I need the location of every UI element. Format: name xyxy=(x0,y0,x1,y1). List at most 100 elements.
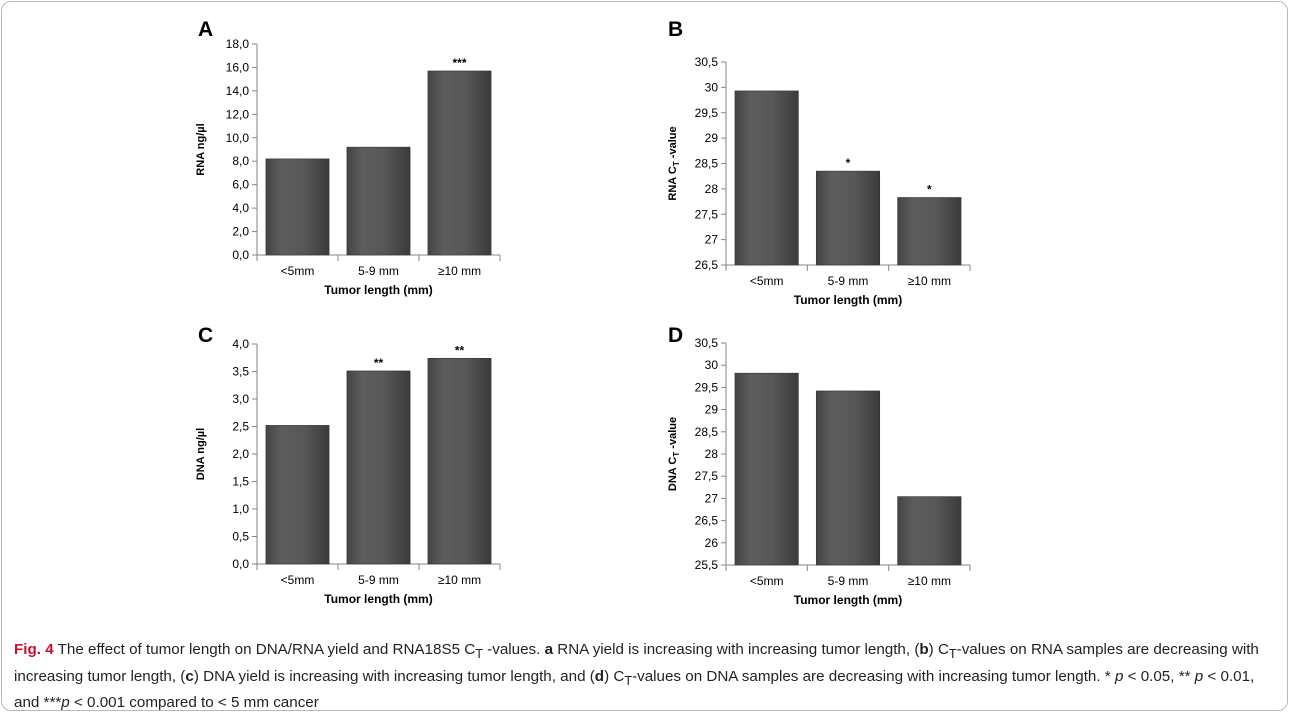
bar-a-2 xyxy=(346,146,411,256)
caption-panel-ref: a xyxy=(544,641,554,658)
y-axis-title-a: RNA ng/µl xyxy=(195,123,207,175)
y-tick-label-a: 2,0 xyxy=(232,225,249,239)
caption-p-symbol: p xyxy=(1194,667,1204,685)
bar-c-2 xyxy=(346,370,411,565)
bar-b-2 xyxy=(815,170,881,266)
significance-label-b: * xyxy=(927,183,932,197)
y-tick-label-a: 4,0 xyxy=(232,201,249,215)
bar-a-3 xyxy=(427,70,492,256)
caption-text: < 0.05, ** xyxy=(1123,667,1195,685)
y-tick-label-b: 30,5 xyxy=(695,55,719,69)
y-tick-label-c: 1,5 xyxy=(232,475,249,489)
y-tick-label-a: 6,0 xyxy=(232,178,249,192)
significance-label-b: * xyxy=(846,156,851,170)
x-category-label-d: 5-9 mm xyxy=(828,574,869,588)
caption-text: RNA yield is increasing with increasing … xyxy=(553,641,920,658)
x-category-label-a: <5mm xyxy=(281,264,315,278)
bar-c-1 xyxy=(265,425,330,565)
y-tick-label-a: 8,0 xyxy=(232,154,249,168)
x-category-label-b: <5mm xyxy=(750,274,784,288)
x-category-label-a: 5-9 mm xyxy=(358,264,399,278)
y-tick-label-b: 29 xyxy=(705,131,719,145)
y-tick-label-d: 27,5 xyxy=(695,469,719,483)
y-tick-label-d: 28 xyxy=(705,447,719,461)
caption-fig-label: Fig. 4 xyxy=(14,641,54,658)
x-category-label-c: <5mm xyxy=(281,573,315,587)
caption-text: The effect of tumor length on DNA/RNA yi… xyxy=(53,641,476,658)
y-tick-label-b: 28 xyxy=(705,182,719,196)
y-tick-label-b: 27,5 xyxy=(695,207,719,221)
y-tick-label-b: 27 xyxy=(705,233,719,247)
caption-panel-ref: d xyxy=(594,667,605,685)
y-tick-label-d: 29,5 xyxy=(695,380,719,394)
figure-caption: Fig. 4 The effect of tumor length on DNA… xyxy=(14,639,1276,715)
y-tick-label-b: 26,5 xyxy=(695,258,719,272)
caption-subscript: T xyxy=(624,673,633,688)
bar-c-3 xyxy=(427,357,492,565)
caption-text: -values. xyxy=(482,641,545,658)
y-tick-label-c: 0,5 xyxy=(232,530,249,544)
y-tick-label-c: 4,0 xyxy=(232,337,249,351)
y-tick-label-d: 28,5 xyxy=(695,425,719,439)
caption-text: < 0.001 compared to < 5 mm cancer xyxy=(69,694,319,712)
caption-subscript: T xyxy=(475,647,483,662)
y-tick-label-c: 0,0 xyxy=(232,557,249,571)
y-tick-label-b: 30 xyxy=(705,80,719,94)
caption-subscript: T xyxy=(948,647,957,662)
bar-d-2 xyxy=(815,390,881,566)
panel-label-b: B xyxy=(668,18,684,41)
x-category-label-b: ≥10 mm xyxy=(908,274,951,288)
x-category-label-c: 5-9 mm xyxy=(358,573,399,587)
bar-b-1 xyxy=(734,90,799,266)
y-tick-label-a: 10,0 xyxy=(226,131,250,145)
x-category-label-d: <5mm xyxy=(750,574,784,588)
x-axis-title-c: Tumor length (mm) xyxy=(324,592,432,606)
bar-a-1 xyxy=(265,158,330,256)
y-tick-label-d: 26,5 xyxy=(695,514,719,528)
caption-p-symbol: p xyxy=(61,694,70,712)
y-tick-label-c: 2,5 xyxy=(232,420,249,434)
y-tick-label-b: 28,5 xyxy=(695,157,719,171)
y-tick-label-a: 12,0 xyxy=(226,107,250,121)
x-category-label-c: ≥10 mm xyxy=(438,573,481,587)
y-tick-label-c: 3,5 xyxy=(232,365,249,379)
caption-p-symbol: p xyxy=(1114,667,1124,685)
y-tick-label-d: 27 xyxy=(705,491,719,505)
y-tick-label-a: 18,0 xyxy=(226,37,250,51)
significance-label-a: *** xyxy=(452,56,466,70)
panel-label-d: D xyxy=(668,324,684,347)
y-tick-label-d: 30 xyxy=(705,358,719,372)
y-tick-label-b: 29,5 xyxy=(695,106,719,120)
caption-text: -values on RNA samples are decreasing wi… xyxy=(14,641,1259,685)
y-tick-label-a: 14,0 xyxy=(226,84,250,98)
bar-charts: 0,0 2,0 4,0 6,0 8,0 10,0 12,0 14,0 16,0 18,0 <5mm 5… xyxy=(195,37,971,607)
x-category-label-d: ≥10 mm xyxy=(908,574,951,588)
caption-text: ) C xyxy=(604,667,625,685)
y-axis-title-d: DNA CT -value xyxy=(667,417,681,491)
y-axis-title-b: RNA CT -value xyxy=(667,126,681,200)
panel-label-a: A xyxy=(198,18,214,41)
y-tick-label-c: 1,0 xyxy=(232,502,249,516)
y-tick-label-a: 0,0 xyxy=(232,248,249,262)
bar-d-3 xyxy=(897,496,962,566)
y-tick-label-d: 25,5 xyxy=(695,558,719,572)
significance-label-c: ** xyxy=(455,343,465,357)
y-tick-label-a: 16,0 xyxy=(226,60,250,74)
y-axis-title-c: DNA ng/µl xyxy=(195,428,207,480)
x-axis-title-b: Tumor length (mm) xyxy=(794,293,902,307)
caption-text: -values on DNA samples are decreasing wi… xyxy=(632,667,1115,685)
x-axis-title-a: Tumor length (mm) xyxy=(324,283,432,297)
caption-text: ) C xyxy=(928,641,949,658)
significance-label-c: ** xyxy=(374,356,384,370)
x-category-label-a: ≥10 mm xyxy=(438,264,481,278)
y-tick-label-d: 26 xyxy=(705,536,719,550)
caption-text: < 0.01, and *** xyxy=(14,667,1255,712)
y-tick-label-c: 3,0 xyxy=(232,392,249,406)
x-category-label-b: 5-9 mm xyxy=(828,274,869,288)
y-tick-label-c: 2,0 xyxy=(232,447,249,461)
caption-panel-ref: c xyxy=(185,667,194,685)
y-tick-label-d: 30,5 xyxy=(695,336,719,350)
y-tick-label-d: 29 xyxy=(705,403,719,417)
caption-panel-ref: b xyxy=(919,641,929,658)
